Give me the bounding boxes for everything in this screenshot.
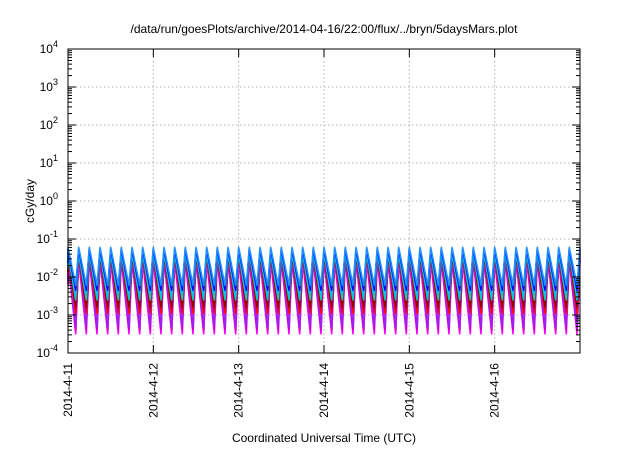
chart-title: /data/run/goesPlots/archive/2014-04-16/2… bbox=[131, 22, 519, 36]
x-axis-label: Coordinated Universal Time (UTC) bbox=[232, 431, 416, 445]
series-line bbox=[67, 246, 581, 287]
x-tick-label: 2014-4-15 bbox=[402, 363, 416, 418]
x-tick-label: 2014-4-16 bbox=[488, 363, 502, 418]
y-tick-label: 10-1 bbox=[37, 229, 58, 246]
y-tick-label: 101 bbox=[40, 153, 58, 170]
y-tick-label: 10-3 bbox=[37, 305, 58, 322]
tick-layer bbox=[67, 48, 580, 354]
x-tick-label: 2014-4-11 bbox=[61, 363, 75, 417]
x-tick-label: 2014-4-14 bbox=[317, 363, 331, 418]
y-tick-label: 102 bbox=[40, 115, 58, 132]
y-tick-label: 10-2 bbox=[37, 267, 58, 284]
x-tick-label: 2014-4-13 bbox=[232, 363, 246, 418]
x-tick-label: 2014-4-12 bbox=[146, 363, 160, 418]
plot-area-frame bbox=[67, 48, 581, 354]
y-tick-label: 103 bbox=[40, 77, 58, 94]
y-axis-label: cGy/day bbox=[23, 179, 37, 223]
y-tick-label: 100 bbox=[40, 191, 58, 208]
x-tick-labels: 2014-4-11 2014-4-12 2014-4-13 2014-4-14 2014… bbox=[61, 363, 502, 418]
y-tick-label: 104 bbox=[40, 39, 58, 56]
y-tick-label: 10-4 bbox=[37, 343, 58, 360]
series-layer bbox=[67, 246, 581, 335]
y-tick-labels: 10-4 10-3 10-2 10-1 100 101 102 103 104 bbox=[37, 39, 58, 360]
